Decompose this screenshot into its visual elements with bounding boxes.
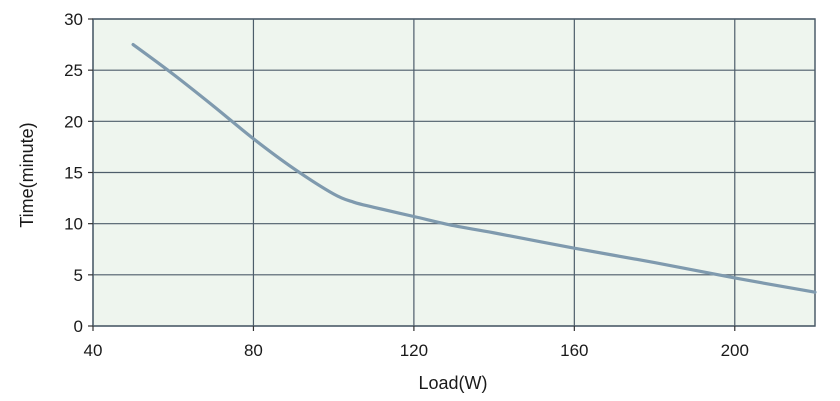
series-layer [131,42,817,294]
grid-lines [92,18,815,327]
y-tick-label: 5 [74,266,83,285]
y-tick-label: 10 [64,215,83,234]
y-tick-label: 30 [64,10,83,29]
x-tick-labels: 40 80 120 160 200 [84,341,749,360]
x-tick-label: 80 [244,341,263,360]
y-tick-label: 20 [64,112,83,131]
y-tick-labels: 0 5 10 15 20 25 30 [64,10,83,336]
x-tick-label: 40 [84,341,103,360]
y-axis-label: Time(minute) [17,122,37,227]
x-tick-label: 200 [721,341,749,360]
y-tick-label: 0 [74,317,83,336]
x-tick-label: 120 [400,341,428,360]
series-line [131,42,817,294]
y-tick-label: 25 [64,61,83,80]
x-axis-label: Load(W) [418,373,487,393]
x-tick-label: 160 [560,341,588,360]
plot-border [88,18,816,331]
y-tick-label: 15 [64,164,83,183]
